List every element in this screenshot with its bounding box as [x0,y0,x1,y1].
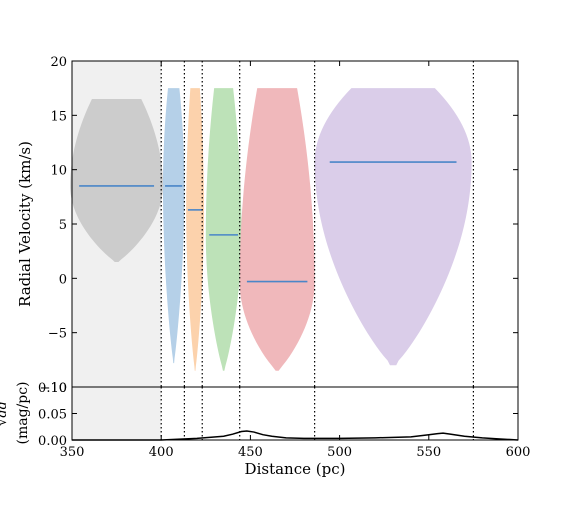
violin-5 [239,88,315,371]
violin-4 [205,88,242,371]
x-tick-label: 550 [416,445,441,460]
top-panel [70,60,519,388]
x-axis-label: Distance (pc) [245,460,346,478]
y-tick-label-top: 20 [50,55,67,70]
bottom-panel [71,386,519,441]
y-tick-label-top: −10 [40,381,67,396]
y-axis-label-bottom: (mag/pc) [15,381,31,444]
violin-6 [314,88,472,366]
violin-3 [186,88,205,371]
x-tick-label: 500 [327,445,352,460]
y-tick-label-top: 15 [50,109,67,124]
violin-2 [162,88,185,364]
y-tick-label-top: 0 [59,272,67,287]
x-tick-label: 600 [506,445,531,460]
violin-1 [70,99,163,263]
x-tick-label: 450 [238,445,263,460]
extinction-line [72,430,519,441]
x-tick-label: 350 [60,445,85,460]
y-axis-label-top: Radial Velocity (km/s) [16,141,34,307]
y-tick-label-top: 10 [50,164,67,179]
y-tick-label-bottom: 0.00 [38,434,67,449]
y-tick-label-bottom: 0.05 [38,408,67,423]
y-axis-label-bottom-math: √dd′ [0,398,10,426]
y-tick-label-bottom: 0.10 [38,381,67,396]
y-tick-label-top: −5 [48,327,67,342]
shaded-region-bottom [72,387,162,440]
x-tick-label: 400 [149,445,174,460]
y-tick-label-top: 5 [59,218,67,233]
